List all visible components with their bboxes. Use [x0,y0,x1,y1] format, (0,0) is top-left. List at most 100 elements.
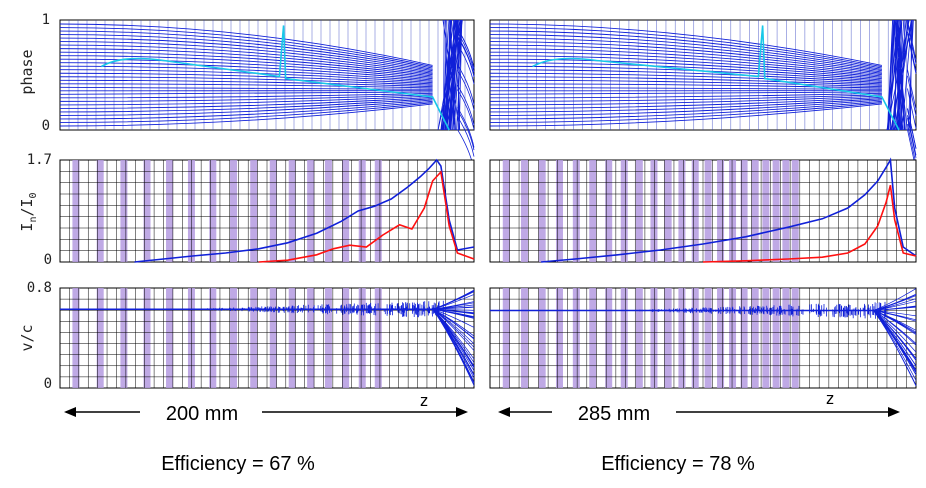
cavity-band [555,160,563,262]
cavity-band [187,288,195,388]
cavity-band [740,160,748,262]
phase-trajectory [489,69,882,84]
velocity-spread [638,301,887,320]
cavity-band [717,160,725,262]
phase-trajectory [489,51,882,77]
cavity-band [729,288,737,388]
phase-trajectory [59,30,433,69]
phase-tail [457,35,475,76]
cavity-band [230,160,238,262]
current-fundamental-line [134,158,475,263]
current-plot-right [489,157,917,263]
velocity-fan [873,288,917,387]
velocity-fan [432,289,475,386]
cavity-band [209,160,217,262]
velocity-spread [204,300,444,318]
cavity-band [772,288,780,388]
cavity-band [635,160,643,262]
cavity-band [143,288,151,388]
phase-trajectory [59,41,433,73]
cavity-band [166,288,174,388]
phase-trajectory [59,37,433,72]
phase-tail [457,70,475,111]
cavity-band [538,160,546,262]
cavity-band [589,288,597,388]
cavity-band [342,160,350,262]
phase-tail [907,20,917,61]
cavity-band [691,160,699,262]
phase-trajectory [59,100,433,120]
phase-trajectory [59,76,433,86]
cavity-band [307,160,315,262]
svg-text:In/I0: In/I0 [18,192,39,231]
cavity-band [143,160,151,262]
phase-trajectory [489,98,882,113]
cavity-band [374,160,382,262]
cavity-band [704,160,712,262]
cavity-band [288,288,296,388]
cavity-band [791,288,799,388]
cavity-band [782,160,790,262]
phase-trajectory [59,69,433,84]
phase-trajectory [489,55,882,78]
phase-trajectory [59,23,433,66]
phase-trajectory [489,44,882,74]
phase-axis-label: phase [18,49,36,94]
cavity-band [589,160,597,262]
phase-tail [457,43,475,85]
current-label-sub-0: 0 [28,192,39,198]
phase-chaotic-region [437,19,463,131]
left-efficiency-label: Efficiency = 67 % [161,453,315,475]
cavity-band [269,160,277,262]
phase-trajectory [59,92,433,99]
phase-trajectory [489,79,882,88]
phase-tail [457,32,475,73]
right-z-label: z [825,389,835,408]
cavity-band [782,288,790,388]
phase-trajectory [59,99,433,116]
cavity-band [704,288,712,388]
phase-trajectory [59,94,433,102]
phase-tail [907,75,917,116]
phase-tick-max: 1 [42,12,50,28]
cavity-band [762,160,770,262]
current-harmonic-line [258,170,475,263]
cavity-band [650,288,658,388]
cavity-band [664,288,672,388]
cavity-band [120,160,128,262]
phase-trajectory [489,92,882,99]
phase-trajectory [489,41,882,73]
velocity-axis-label: v/c [18,324,36,351]
phase-trajectory [489,102,882,123]
phase-trajectory [489,27,883,68]
phase-tail [457,28,475,69]
phase-tail [457,89,475,130]
phase-tail [457,109,475,151]
cavity-band [620,160,628,262]
cavity-band [166,160,174,262]
cavity-band [520,288,528,388]
right-efficiency-label: Efficiency = 78 % [601,453,755,475]
phase-trajectory [59,83,433,89]
cavity-band [96,160,104,262]
phase-trajectory [489,34,882,70]
phase-tail [907,33,917,75]
phase-trajectory [489,100,882,120]
current-axis-label: In/I0 [18,192,39,231]
phase-tail [457,85,475,126]
phase-trajectory [59,96,433,109]
phase-trajectory [489,76,882,86]
cavity-band [762,288,770,388]
phase-tail [457,116,475,157]
cavity-band [751,160,759,262]
phase-reference-trajectory [100,25,450,131]
phase-trajectory [59,55,433,78]
phase-trajectory [489,30,883,69]
cavity-band [717,288,725,388]
phase-trajectory [489,99,882,116]
cavity-band [572,288,580,388]
cavity-band [691,288,699,388]
phase-trajectory [59,103,433,127]
phase-plot-left [59,19,475,170]
cavity-band [72,288,80,388]
